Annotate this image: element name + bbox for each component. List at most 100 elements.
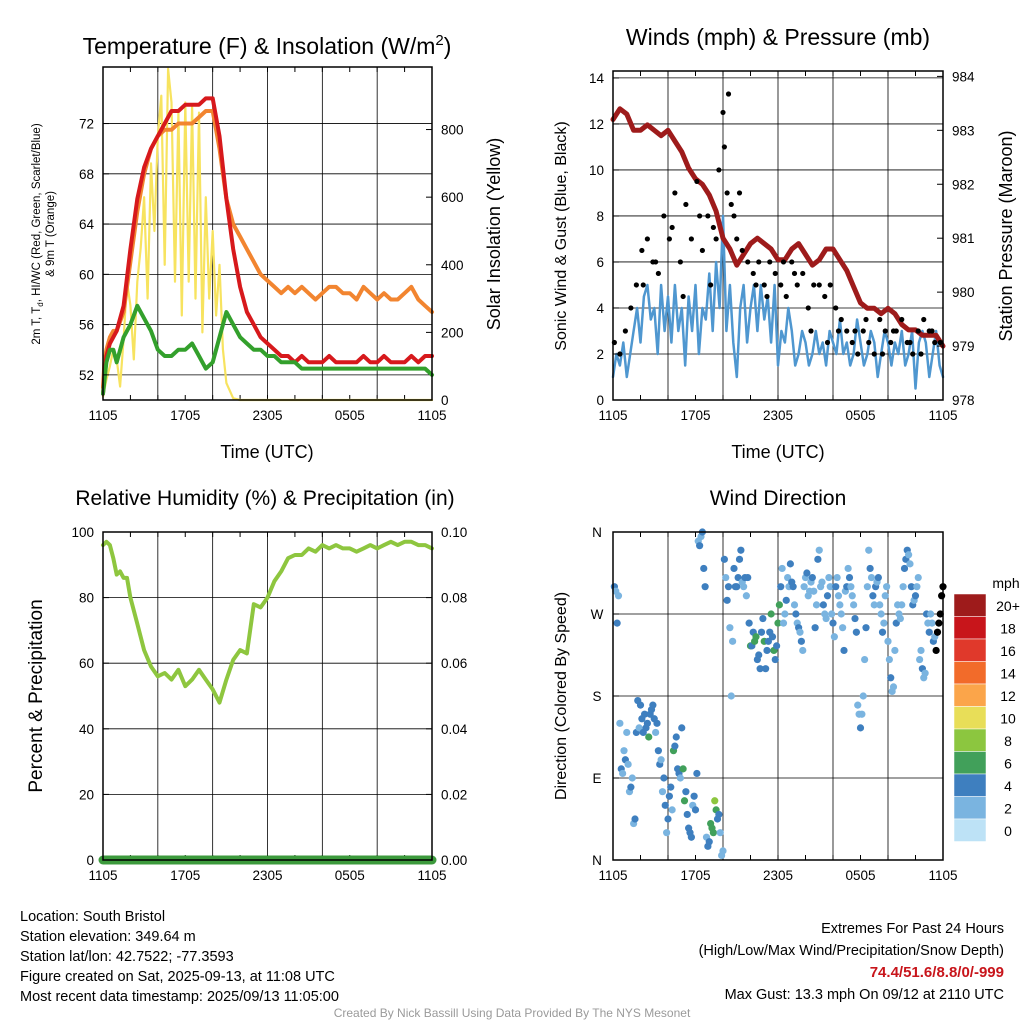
direction-point [734, 573, 742, 582]
gust-point [791, 270, 798, 277]
direction-point [850, 601, 858, 609]
direction-point [724, 583, 733, 591]
wind-panel-ytick-label: 2 [596, 347, 604, 362]
temp-series-dew [101, 303, 434, 396]
direction-point [862, 624, 870, 632]
direction-point [907, 583, 915, 591]
temp-ylabel-line2: & 9m T (Orange) [45, 191, 57, 277]
direction-point [745, 619, 753, 627]
direction-point [911, 592, 920, 600]
direction-point [687, 833, 695, 841]
direction-point [762, 665, 770, 673]
direction-point [810, 587, 818, 595]
gust-point [628, 305, 634, 311]
direction-point [905, 551, 913, 559]
gust-point [899, 316, 905, 323]
gust-point [734, 236, 740, 242]
direction-point [661, 801, 669, 809]
gust-point [835, 328, 842, 334]
gust-point [753, 282, 759, 288]
direction-point [790, 601, 799, 609]
gust-point [683, 201, 689, 208]
direction-point [852, 628, 860, 636]
gust-point [725, 91, 732, 97]
direction-point [917, 646, 925, 655]
direction-point [861, 655, 869, 664]
direction-point [867, 573, 876, 582]
direction-point [700, 564, 708, 573]
direction-point [649, 701, 657, 709]
temp-y2label: Solar Insolation (Yellow) [484, 138, 504, 330]
colorbar-swatch [953, 661, 987, 685]
direction-point [774, 619, 782, 627]
gust-point [866, 339, 872, 346]
direction-point [869, 592, 877, 600]
direction-point [672, 733, 680, 741]
max-gust: Max Gust: 13.3 mph On 09/12 at 2110 UTC [724, 987, 1004, 1003]
direction-point [696, 542, 704, 550]
gust-point [778, 282, 784, 288]
wind-panel-xtick-label: 2305 [763, 408, 793, 423]
gust-point [882, 328, 888, 334]
colorbar-swatch [953, 616, 987, 640]
gust-point [816, 282, 822, 288]
direction-point [723, 596, 731, 604]
gust-point [705, 213, 711, 219]
direction-point [627, 783, 635, 791]
direction-point [740, 583, 748, 591]
rh-panel-ytick-label: 80 [79, 591, 94, 606]
gust-point [728, 201, 734, 208]
direction-point [932, 646, 940, 655]
direction-point [752, 633, 760, 641]
rh-panel-ytick-label: 60 [79, 656, 94, 671]
temp-xlabel: Time (UTC) [220, 442, 313, 462]
figure-created: Figure created on Sat, 2025-09-13, at 11… [20, 969, 335, 985]
wind-panel-ytick-label: 10 [589, 163, 604, 178]
gust-point [622, 328, 628, 334]
gust-point [716, 167, 722, 173]
rh-panel-ytick-label: 100 [71, 525, 94, 540]
temp-panel-border [102, 66, 433, 401]
temp-panel-y2tick-label: 200 [441, 325, 464, 340]
gust-point [697, 213, 703, 219]
direction-point [693, 769, 701, 778]
gust-point [794, 282, 800, 288]
direction-point [885, 655, 893, 664]
gust-point [849, 339, 855, 346]
gust-point [661, 213, 667, 219]
direction-point [803, 569, 811, 577]
gust-point [879, 351, 886, 357]
dir-chart-title: Wind Direction [710, 487, 847, 510]
direction-point [779, 619, 788, 627]
direction-point [613, 619, 621, 627]
gust-point [710, 224, 716, 231]
wind-panel-ytick-label: 8 [596, 209, 604, 224]
gust-point [736, 190, 743, 196]
direction-point [641, 710, 649, 718]
rh-panel-y2tick-label: 0.06 [441, 656, 467, 671]
temp-ylabel: 2m T, Td, HI/WC (Red, Green, Scarlet/Blu… [31, 123, 57, 344]
colorbar-label: 18 [1000, 621, 1016, 637]
direction-point [832, 583, 840, 591]
direction-point [900, 564, 909, 573]
direction-point [859, 692, 867, 700]
temp-panel-xtick-label: 0505 [335, 408, 365, 423]
gust-point [680, 293, 686, 300]
gust-point [937, 339, 943, 346]
rh-panel-y2tick-label: 0.02 [441, 787, 467, 802]
temp-panel-y2tick-label: 600 [441, 190, 464, 205]
gust-point [929, 328, 935, 334]
colorbar-unit: mph [992, 575, 1019, 591]
wind-panel-ytick-label: 4 [596, 301, 604, 316]
direction-point [755, 651, 763, 659]
direction-point [660, 774, 668, 782]
direction-point [887, 674, 895, 682]
temp-title-main: Temperature (F) & Insolation (W/m [83, 33, 436, 59]
direction-point [722, 573, 730, 582]
direction-point [837, 610, 845, 618]
dir-ylabel: Direction (Colored By Speed) [553, 592, 570, 800]
gust-point [932, 339, 938, 346]
gust-point [720, 109, 726, 116]
colorbar-swatch [953, 638, 987, 662]
direction-point [914, 573, 922, 582]
